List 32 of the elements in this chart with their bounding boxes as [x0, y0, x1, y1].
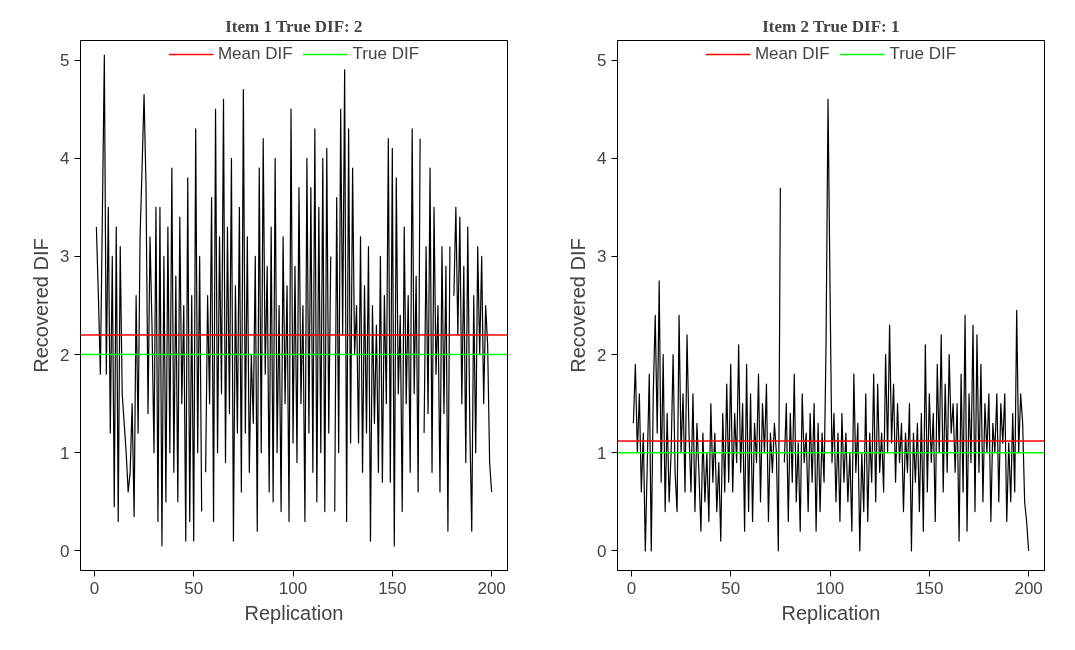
y-tick-label: 0	[597, 541, 607, 561]
y-tick-label: 4	[60, 149, 70, 169]
x-tick-label: 100	[278, 578, 308, 598]
y-axis-title: Recovered DIF	[567, 238, 590, 373]
x-tick-label: 0	[89, 578, 100, 598]
legend-label: True DIF	[889, 44, 957, 64]
x-tick-label: 50	[721, 578, 741, 598]
y-tick-label: 5	[597, 51, 607, 71]
y-axis-title: Recovered DIF	[30, 238, 53, 373]
y-tick-label: 3	[60, 247, 70, 267]
y-tick-label: 2	[597, 345, 607, 365]
y-tick-label: 0	[60, 541, 70, 561]
legend-label: Mean DIF	[754, 44, 830, 64]
chart-title: Item 2 True DIF: 1	[762, 16, 900, 36]
x-axis-title: Replication	[781, 601, 881, 624]
x-tick-label: 50	[184, 578, 204, 598]
y-tick-label: 2	[60, 345, 70, 365]
x-tick-label: 100	[815, 578, 845, 598]
x-axis-title: Replication	[244, 601, 344, 624]
y-tick-label: 1	[597, 443, 607, 463]
x-tick-label: 150	[378, 578, 407, 598]
x-tick-label: 150	[915, 578, 944, 598]
y-tick-label: 4	[597, 149, 607, 169]
x-tick-label: 0	[626, 578, 637, 598]
chart-title: Item 1 True DIF: 2	[225, 16, 363, 36]
x-tick-label: 200	[477, 578, 506, 598]
y-tick-label: 3	[597, 247, 607, 267]
y-tick-label: 1	[60, 443, 70, 463]
legend-label: Mean DIF	[217, 44, 293, 64]
legend-label: True DIF	[352, 44, 420, 64]
y-tick-label: 5	[60, 51, 70, 71]
x-tick-label: 200	[1014, 578, 1043, 598]
